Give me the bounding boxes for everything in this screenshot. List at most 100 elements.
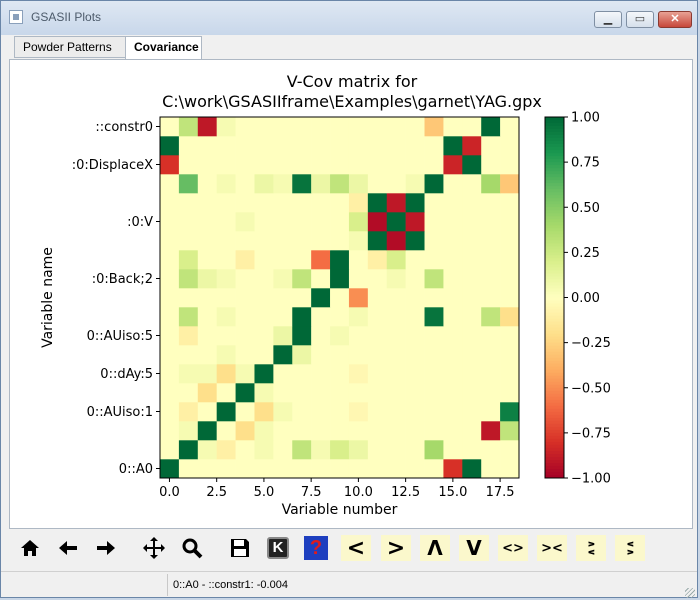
heatmap-cell (386, 326, 406, 346)
heatmap-cell (481, 383, 501, 403)
heatmap-cell (216, 136, 236, 156)
back-button[interactable] (53, 531, 83, 565)
heatmap-cell (330, 250, 350, 270)
colorbar-segment (545, 441, 564, 446)
colorbar-segment (545, 423, 564, 428)
save-button[interactable] (225, 531, 255, 565)
heatmap-cell (330, 136, 350, 156)
home-button[interactable] (15, 531, 45, 565)
heatmap-cell (500, 364, 520, 384)
heatmap-cell (462, 269, 482, 289)
heatmap-cell (405, 231, 425, 251)
left-label: < (346, 535, 366, 561)
heatmap-cell (311, 155, 331, 175)
heatmap-cell (424, 212, 444, 232)
colorbar-segment (545, 198, 564, 202)
heatmap-cell (500, 269, 520, 289)
heatmap-cell (481, 440, 501, 460)
expand-vertical-button[interactable]: ∧∨ (576, 535, 606, 561)
heatmap-cell (424, 402, 444, 422)
forward-button[interactable] (91, 531, 121, 565)
expand-horizontal-button[interactable]: <> (498, 535, 528, 561)
heatmap-cell (292, 345, 312, 365)
heatmap-cell (462, 155, 482, 175)
colorbar-segment (545, 153, 564, 157)
heatmap-cell (424, 136, 444, 156)
heatmap-cell (443, 155, 463, 175)
heatmap-cell (462, 326, 482, 346)
key-button[interactable]: K (263, 531, 293, 565)
heatmap-cell (443, 459, 463, 479)
colorbar-segment (545, 192, 564, 196)
close-button[interactable]: ✕ (658, 11, 692, 28)
minimize-button[interactable]: ▁ (594, 11, 622, 28)
heatmap-cell (424, 345, 444, 365)
heatmap-cell (235, 383, 255, 403)
heatmap-cell (311, 231, 331, 251)
tab-covariance[interactable]: Covariance (125, 36, 202, 60)
heatmap-cell (160, 383, 180, 403)
heatmap-cell (500, 231, 520, 251)
status-separator (167, 574, 168, 596)
heatmap-cell (197, 117, 217, 137)
colorbar-tick-label: −0.25 (571, 336, 611, 351)
heatmap-cell (273, 250, 293, 270)
contract-horizontal-button[interactable]: >< (537, 535, 567, 561)
heatmap-cell (311, 307, 331, 327)
heatmap-cell (481, 136, 501, 156)
zoom-button[interactable] (177, 531, 207, 565)
resize-grip-icon[interactable] (685, 588, 695, 598)
heatmap-cell (424, 288, 444, 308)
heatmap-cell (311, 212, 331, 232)
colorbar-segment (545, 444, 564, 449)
colorbar-tick-label: 0.00 (571, 291, 600, 306)
colorbar-segment (545, 465, 564, 470)
maximize-button[interactable]: ▭ (626, 11, 654, 28)
heatmap-cell (443, 364, 463, 384)
heatmap-cell (292, 117, 312, 137)
heatmap-cell (216, 307, 236, 327)
pan-button[interactable] (139, 531, 169, 565)
heatmap-cell (500, 459, 520, 479)
heatmap-cell (178, 402, 199, 422)
colorbar-segment (545, 276, 564, 280)
tab-powder-patterns[interactable]: Powder Patterns (14, 36, 126, 58)
heatmap-cell (443, 383, 463, 403)
heatmap-cell (197, 174, 217, 194)
heatmap-cell (160, 459, 180, 479)
heatmap-cell (197, 440, 217, 460)
heatmap-cell (500, 250, 520, 270)
colorbar-segment (545, 252, 564, 256)
magnifier-icon (182, 538, 203, 559)
shift-down-button[interactable]: V (459, 535, 489, 561)
heatmap-cell (330, 231, 350, 251)
y-tick-label: :0:V (127, 215, 153, 230)
heatmap-cell (178, 364, 199, 384)
heatmap-cell (311, 440, 331, 460)
colorbar-segment (545, 270, 564, 274)
heatmap-cell (348, 326, 369, 346)
heatmap-cell (197, 345, 217, 365)
shift-right-button[interactable]: > (381, 535, 411, 561)
colorbar-tick-label: 1.00 (571, 111, 600, 126)
shift-up-button[interactable]: Λ (420, 535, 450, 561)
heatmap-cell (216, 193, 236, 213)
colorbar-segment (545, 213, 564, 217)
heatmap-cell (160, 288, 180, 308)
colorbar-segment (545, 339, 564, 344)
contract-vertical-button[interactable]: ∨∧ (615, 535, 645, 561)
heatmap-cell (500, 136, 520, 156)
shift-left-button[interactable]: < (341, 535, 371, 561)
heatmap-cell (405, 383, 425, 403)
heatmap-cell (216, 117, 236, 137)
heatmap-cell (292, 459, 312, 479)
colorbar-segment (545, 159, 564, 163)
heatmap-cell (197, 383, 217, 403)
heatmap-cell (462, 288, 482, 308)
heatmap-cell (367, 136, 388, 156)
covariance-heatmap[interactable]: 1.00 0.75 0.50 0.25 0.00 −0.25 −0.50 −0.75 −1.00… (10, 60, 694, 530)
colorbar-segment (545, 306, 564, 310)
heatmap-cell (178, 269, 199, 289)
help-button[interactable]: ? (301, 531, 331, 565)
colorbar-segment (545, 381, 564, 386)
